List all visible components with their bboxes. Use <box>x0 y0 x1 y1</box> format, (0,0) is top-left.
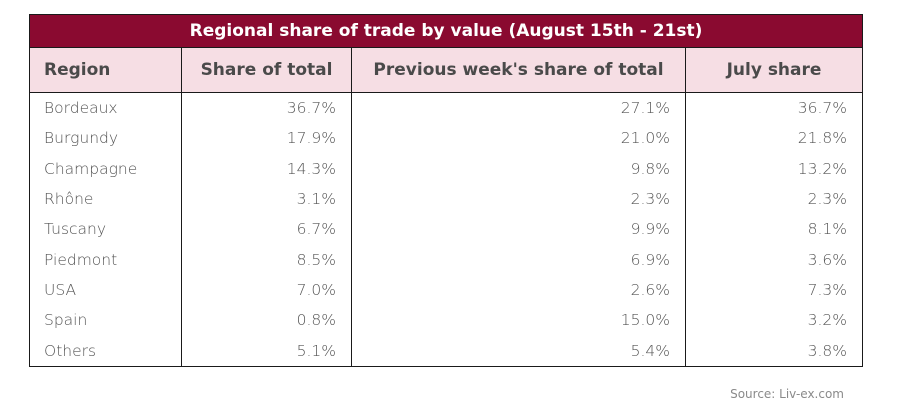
previous-week-share-cell: 2.3% <box>351 183 686 215</box>
share-of-total-cell: 5.1% <box>181 335 352 367</box>
share-of-total-cell: 14.3% <box>181 153 352 184</box>
july-share-cell: 3.8% <box>685 335 863 367</box>
share-of-total-cell: 3.1% <box>181 183 352 215</box>
july-share-cell: 3.6% <box>685 244 863 275</box>
column-header-previous-week-share: Previous week's share of total <box>351 47 686 93</box>
trade-share-table-container: Regional share of trade by value (August… <box>29 14 863 367</box>
share-of-total-cell: 6.7% <box>181 214 352 245</box>
table-row: Piedmont 8.5% 6.9% 3.6% <box>29 244 863 275</box>
previous-week-share-cell: 6.9% <box>351 244 686 275</box>
column-header-share-of-total: Share of total <box>181 47 352 93</box>
previous-week-share-cell: 15.0% <box>351 305 686 336</box>
column-header-july-share: July share <box>685 47 863 93</box>
region-cell: Tuscany <box>29 214 182 245</box>
table-body: Bordeaux 36.7% 27.1% 36.7% Burgundy 17.9… <box>29 92 863 367</box>
july-share-cell: 13.2% <box>685 153 863 184</box>
region-cell: USA <box>29 274 182 306</box>
table-row: USA 7.0% 2.6% 7.3% <box>29 274 863 306</box>
share-of-total-cell: 8.5% <box>181 244 352 275</box>
region-cell: Burgundy <box>29 123 182 154</box>
table-row: Spain 0.8% 15.0% 3.2% <box>29 305 863 336</box>
region-cell: Piedmont <box>29 244 182 275</box>
july-share-cell: 21.8% <box>685 123 863 154</box>
region-cell: Bordeaux <box>29 92 182 124</box>
previous-week-share-cell: 27.1% <box>351 92 686 124</box>
table-row: Rhône 3.1% 2.3% 2.3% <box>29 183 863 215</box>
previous-week-share-cell: 2.6% <box>351 274 686 306</box>
share-of-total-cell: 0.8% <box>181 305 352 336</box>
region-cell: Rhône <box>29 183 182 215</box>
table-row: Bordeaux 36.7% 27.1% 36.7% <box>29 92 863 124</box>
july-share-cell: 2.3% <box>685 183 863 215</box>
trade-share-table: Regional share of trade by value (August… <box>29 14 863 367</box>
region-cell: Others <box>29 335 182 367</box>
july-share-cell: 7.3% <box>685 274 863 306</box>
source-note: Source: Liv-ex.com <box>730 387 844 401</box>
july-share-cell: 3.2% <box>685 305 863 336</box>
share-of-total-cell: 36.7% <box>181 92 352 124</box>
previous-week-share-cell: 9.9% <box>351 214 686 245</box>
share-of-total-cell: 7.0% <box>181 274 352 306</box>
july-share-cell: 8.1% <box>685 214 863 245</box>
region-cell: Spain <box>29 305 182 336</box>
previous-week-share-cell: 5.4% <box>351 335 686 367</box>
previous-week-share-cell: 21.0% <box>351 123 686 154</box>
table-row: Tuscany 6.7% 9.9% 8.1% <box>29 214 863 245</box>
table-row: Burgundy 17.9% 21.0% 21.8% <box>29 123 863 154</box>
previous-week-share-cell: 9.8% <box>351 153 686 184</box>
table-row: Champagne 14.3% 9.8% 13.2% <box>29 153 863 184</box>
july-share-cell: 36.7% <box>685 92 863 124</box>
table-title: Regional share of trade by value (August… <box>29 14 863 48</box>
share-of-total-cell: 17.9% <box>181 123 352 154</box>
region-cell: Champagne <box>29 153 182 184</box>
column-header-region: Region <box>29 47 182 93</box>
table-row: Others 5.1% 5.4% 3.8% <box>29 335 863 367</box>
